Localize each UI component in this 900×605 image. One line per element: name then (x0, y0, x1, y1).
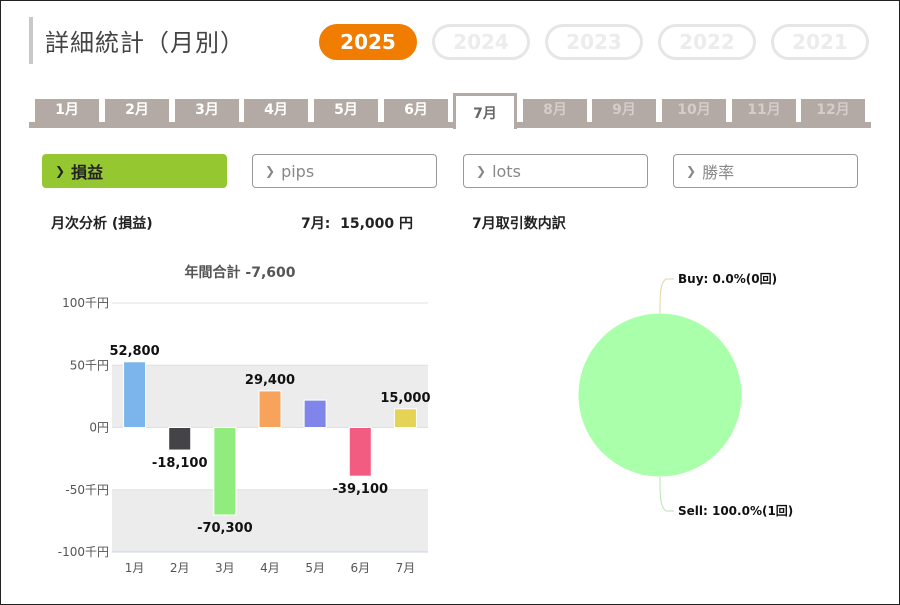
trade-breakdown-pie-chart: Buy: 0.0%(0回) Sell: 100.0%(1回) (577, 272, 793, 518)
tab-month-5[interactable]: 5月 (314, 99, 378, 123)
tab-month-11[interactable]: 11月 (732, 99, 796, 123)
trade-breakdown-label: 7月取引数内訳 (472, 216, 566, 232)
tab-month-2[interactable]: 2月 (105, 99, 169, 123)
y-tick-label: 0円 (89, 421, 109, 435)
data-label: 52,800 (109, 344, 159, 359)
tab-month-12[interactable]: 12月 (801, 99, 865, 123)
month-value-label: 7月: 15,000 円 (301, 216, 413, 232)
tab-month-1[interactable]: 1月 (35, 99, 99, 123)
pie-data-label: Buy: 0.0%(0回) (678, 272, 777, 286)
year-button-2024[interactable]: 2024 (432, 24, 530, 60)
bar (348, 427, 372, 477)
tab-baseline (29, 122, 871, 128)
pie-connector (659, 476, 674, 512)
chevron-right-icon: ❯ (55, 164, 66, 178)
x-tick-label: 7月 (396, 561, 416, 575)
metric-label: lots (492, 161, 521, 181)
chevron-right-icon: ❯ (686, 164, 697, 178)
x-tick-label: 6月 (350, 561, 370, 575)
x-tick-label: 4月 (260, 561, 280, 575)
title-bar: 詳細統計（月別） (29, 17, 245, 64)
bar (258, 390, 282, 429)
metric-label: 勝率 (702, 163, 735, 182)
bar (123, 361, 147, 428)
year-button-2021[interactable]: 2021 (771, 24, 869, 60)
x-tick-label: 3月 (215, 561, 235, 575)
bar (168, 427, 192, 451)
tab-month-9[interactable]: 9月 (592, 99, 656, 123)
bar (213, 427, 237, 516)
tab-month-10[interactable]: 10月 (662, 99, 726, 123)
data-label: -39,100 (333, 482, 389, 497)
metric-button-win-rate[interactable]: ❯ 勝率 (673, 154, 858, 188)
tab-month-6[interactable]: 6月 (384, 99, 448, 123)
metric-label: pips (281, 161, 315, 181)
metric-button-profit[interactable]: ❯ 損益 (42, 154, 227, 188)
chevron-right-icon: ❯ (476, 164, 487, 178)
year-button-2025[interactable]: 2025 (319, 24, 417, 60)
tab-month-8[interactable]: 8月 (523, 99, 587, 123)
tab-month-7[interactable]: 7月 (453, 93, 517, 129)
monthly-analysis-label: 月次分析 (損益) (51, 216, 153, 232)
y-tick-label: -50千円 (65, 483, 109, 497)
data-label: 29,400 (245, 373, 295, 388)
metric-label: 損益 (71, 163, 104, 182)
y-tick-label: 50千円 (70, 358, 109, 372)
tab-month-3[interactable]: 3月 (175, 99, 239, 123)
tab-month-4[interactable]: 4月 (244, 99, 308, 123)
year-button-2022[interactable]: 2022 (658, 24, 756, 60)
data-label: 15,000 (380, 391, 430, 406)
x-tick-label: 1月 (125, 561, 145, 575)
bar (393, 408, 417, 428)
y-tick-label: 100千円 (62, 296, 109, 310)
x-tick-label: 2月 (170, 561, 190, 575)
year-button-2023[interactable]: 2023 (545, 24, 643, 60)
plot-band (112, 489, 428, 552)
bar (303, 399, 327, 428)
metric-button-lots[interactable]: ❯ lots (463, 154, 648, 188)
data-label: -70,300 (197, 521, 253, 536)
metric-button-pips[interactable]: ❯ pips (252, 154, 437, 188)
y-tick-label: -100千円 (58, 545, 109, 559)
chevron-right-icon: ❯ (265, 164, 276, 178)
pie-data-label: Sell: 100.0%(1回) (678, 504, 793, 518)
data-label: -18,100 (152, 456, 208, 471)
monthly-profit-bar-chart: 100千円 50千円 0円 -50千円 -100千円 年間合計 -7,600 1月 52,80… (58, 264, 431, 575)
page-title: 詳細統計（月別） (45, 29, 245, 57)
month-tab-strip: 1月 2月 3月 4月 5月 6月 7月 8月 9月 10月 11月 12月 (29, 93, 871, 129)
pie-connector (659, 278, 674, 314)
chart-title: 年間合計 -7,600 (185, 264, 296, 281)
x-tick-label: 5月 (305, 561, 325, 575)
pie-slice (577, 312, 743, 478)
